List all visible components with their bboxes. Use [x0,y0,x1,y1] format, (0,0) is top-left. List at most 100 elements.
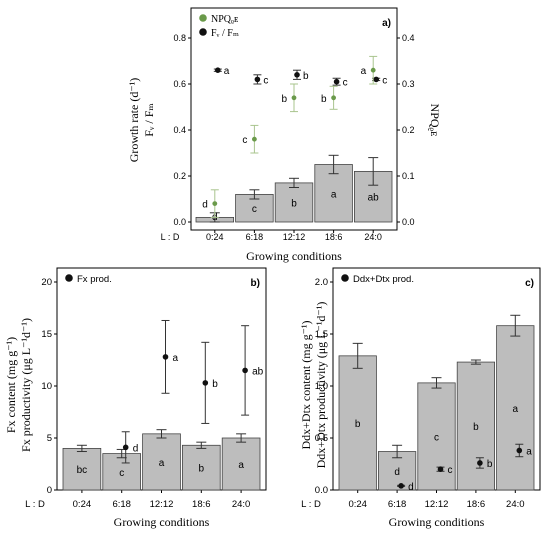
point-letter: c [448,465,453,476]
y-axis-title: Growth rate (d⁻¹)Fᵥ / Fₘ [127,78,156,163]
x-tick-label: 24:0 [364,232,382,242]
bar-letter: b [199,464,205,475]
x-tick-label: 18:6 [325,232,343,242]
point [294,72,300,78]
y-tick-label: 0.4 [173,125,186,135]
x-tick-label: 12:12 [283,232,306,242]
x-axis-title: Growing conditions [246,249,342,263]
y-tick-label: 1.0 [315,381,328,392]
point [202,380,209,386]
point-letter: d [408,482,414,493]
legend-label: Fᵥ / Fₘ [211,28,239,39]
panel-letter: b) [251,278,260,289]
npq-letter: d [202,200,208,211]
bar-letter: c [434,432,439,443]
bar [142,433,181,491]
point [333,78,340,85]
x-tick-label: 6:18 [246,232,264,242]
legend-marker [199,14,207,22]
y-tick-label: 0.8 [173,33,186,43]
npq-point [252,136,257,142]
point [373,76,380,83]
point-letter: c [263,75,268,86]
panel-c: 0.0 0.5 1.0 1.5 2.0 0:24 6:18 12:12 18:6 24:0 L : … [299,267,541,529]
point-letter: a [173,353,179,364]
x-tick-label: 0:24 [73,499,92,510]
npq-letter: a [361,66,367,77]
panel-letter: a) [382,18,391,29]
y-axis-title: Ddx+Dtx content (mg g⁻¹)Ddx+Dtx producti… [299,302,328,469]
point [516,447,523,454]
x-tick-label: 18:6 [467,499,486,510]
light-dark-label: L : D [161,232,180,242]
panel-b: 0 5 10 15 20 0:24 6:18 12:12 18:6 24:0 L : D Growin… [4,267,267,529]
bar [417,382,456,491]
bar-letter: a [159,458,165,469]
npq-point [370,67,376,73]
point [477,460,483,466]
legend-marker [199,28,207,36]
y-tick-label: 1.5 [315,329,328,340]
panel-letter: c) [525,278,534,289]
light-dark-label: L : D [301,499,321,510]
y2-tick-label: 0.1 [402,171,415,181]
point [122,444,129,451]
y-tick-label: 0.0 [173,217,186,227]
legend-marker [341,274,349,282]
bar [235,193,274,223]
bar [456,361,496,491]
legend-label: NPQᵨᴇ [211,14,238,25]
npq-point [212,201,218,207]
point-letter: a [526,446,532,457]
y-axis-title-line: Fx productivity (μg L⁻¹d⁻¹) [19,318,33,452]
y-axis-title: Fx content (mg g⁻¹)Fx productivity (μg L… [4,318,33,452]
y2-axis-title: NPQᵨᴇ [428,104,442,137]
y-tick-label: 10 [41,381,52,392]
y-axis-title-line: Ddx+Dtx productivity (μg L⁻¹d⁻¹) [314,302,328,469]
y-tick-label: 0.6 [173,79,186,89]
x-axis-title: Growing conditions [114,515,210,529]
bar-letter: d [394,467,400,478]
point-letter: d [133,443,139,454]
point [398,483,404,489]
bar-letter: c [252,204,257,215]
point [242,367,248,374]
y2-tick-label: 0.2 [402,125,415,135]
bar-letter: b [291,198,297,209]
npq-letter: b [281,94,287,105]
y-axis-title-line: Fx content (mg g⁻¹) [4,337,18,433]
x-tick-label: 24:0 [506,499,525,510]
y-axis-title-line: Fᵥ / Fₘ [142,103,156,137]
x-tick-label: 6:18 [112,499,131,510]
npq-letter: b [321,94,327,105]
y-tick-label: 15 [41,329,52,340]
npq-point [291,95,297,101]
legend-marker [65,274,73,282]
point-letter: b [487,459,493,470]
point [215,67,221,73]
y-tick-label: 0.0 [315,485,328,496]
point [254,76,261,83]
point-letter: ab [252,366,264,377]
panel-a: 0.0 0.2 0.4 0.6 0.8 0.0 0.1 0.2 0.3 0.4 0:24 6:18 12… [127,7,442,263]
point-letter: c [382,75,387,86]
y-tick-label: 0.2 [173,171,186,181]
y-tick-label: 5 [47,433,52,444]
y2-tick-label: 0.4 [402,33,415,43]
y-tick-label: 2.0 [315,277,328,288]
bar [62,447,102,491]
x-tick-label: 18:6 [192,499,211,510]
bar [274,182,314,223]
x-tick-label: 12:12 [425,499,449,510]
bar-letter: ab [368,193,380,204]
legend-label: Fx prod. [77,274,112,285]
x-tick-label: 6:18 [388,499,407,510]
bar-letter: c [119,468,124,479]
point [437,466,444,473]
bar [338,355,377,491]
y-axis-title-line: Ddx+Dtx content (mg g⁻¹) [299,320,313,449]
x-tick-label: 0:24 [348,499,367,510]
y-tick-label: 20 [41,277,52,288]
legend-label: Ddx+Dtx prod. [353,274,414,285]
